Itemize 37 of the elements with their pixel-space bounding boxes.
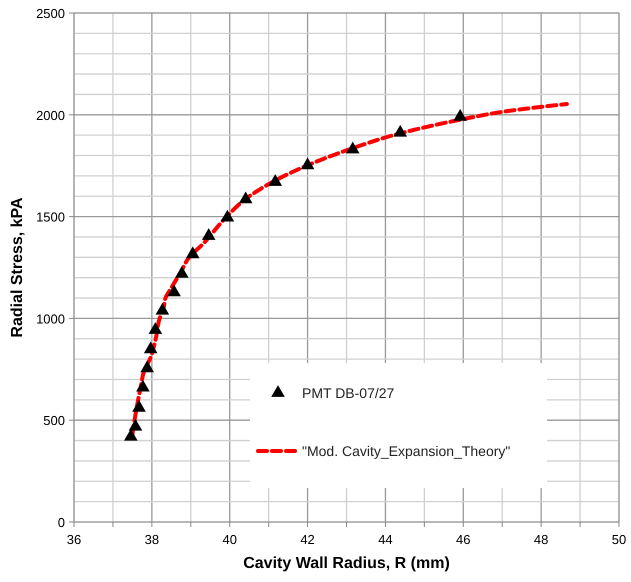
point [156,302,170,315]
point [175,266,189,278]
x-tick-label: 40 [222,532,237,547]
point [148,322,162,334]
y-tick-label: 0 [58,515,65,530]
x-tick-label: 36 [66,532,82,547]
x-tick-label: 38 [144,532,160,547]
point [186,246,200,258]
point [128,418,142,431]
point [140,360,154,372]
y-tick-label: 2000 [36,108,65,123]
legend-label: "Mod. Cavity_Expansion_Theory" [302,443,510,459]
y-tick-label: 500 [43,413,65,428]
point [220,210,234,222]
y-tick-label: 1000 [36,311,65,326]
x-tick-label: 46 [456,532,471,547]
y-axis-title: Radial Stress, kPA [9,196,26,338]
point [393,124,408,137]
point [167,284,181,296]
point [132,400,146,412]
point [144,342,158,354]
x-tick-label: 44 [378,532,393,547]
point [202,228,216,240]
y-tick-label: 2500 [36,6,65,21]
x-tick-label: 48 [534,532,548,547]
y-tick-label: 1500 [36,210,65,225]
point [124,428,138,441]
point [136,380,150,392]
point [238,191,252,204]
x-axis-title: Cavity Wall Radius, R (mm) [243,555,450,572]
point [300,157,314,170]
legend-label: PMT DB-07/27 [302,385,395,401]
x-tick-label: 42 [300,532,315,547]
x-tick-label: 50 [612,532,626,547]
point [268,174,282,186]
point [346,142,360,154]
point [453,108,467,121]
